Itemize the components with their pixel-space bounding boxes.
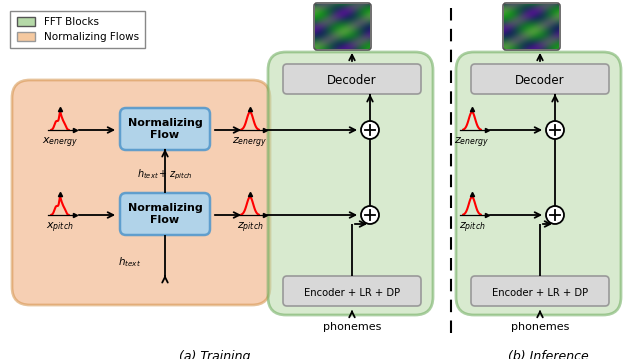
Text: (a) Training: (a) Training [179, 350, 251, 359]
FancyBboxPatch shape [120, 193, 210, 235]
Text: $z_{pitch}$: $z_{pitch}$ [237, 221, 263, 236]
Text: $x_{pitch}$: $x_{pitch}$ [46, 221, 74, 236]
Text: $h_{text}$: $h_{text}$ [118, 255, 141, 269]
Text: phonemes: phonemes [511, 322, 569, 332]
Text: $h_{text} + z_{pitch}$: $h_{text} + z_{pitch}$ [137, 167, 193, 182]
Text: Decoder: Decoder [515, 75, 565, 88]
Text: phonemes: phonemes [323, 322, 381, 332]
FancyBboxPatch shape [283, 64, 421, 94]
Text: $z_{pitch}$: $z_{pitch}$ [459, 221, 485, 236]
FancyBboxPatch shape [456, 52, 621, 315]
FancyBboxPatch shape [471, 64, 609, 94]
Text: Decoder: Decoder [327, 75, 377, 88]
FancyBboxPatch shape [471, 276, 609, 306]
Text: Encoder + LR + DP: Encoder + LR + DP [492, 288, 588, 298]
FancyBboxPatch shape [283, 276, 421, 306]
Text: $x_{energy}$: $x_{energy}$ [42, 136, 78, 150]
Circle shape [546, 206, 564, 224]
Text: $z_{energy}$: $z_{energy}$ [232, 136, 268, 150]
Text: Normalizing
Flow: Normalizing Flow [127, 203, 202, 225]
Legend: FFT Blocks, Normalizing Flows: FFT Blocks, Normalizing Flows [10, 11, 145, 48]
Circle shape [361, 121, 379, 139]
Text: Encoder + LR + DP: Encoder + LR + DP [304, 288, 400, 298]
FancyBboxPatch shape [120, 108, 210, 150]
Text: $z_{energy}$: $z_{energy}$ [454, 136, 490, 150]
Text: (b) Inference: (b) Inference [508, 350, 588, 359]
Circle shape [546, 121, 564, 139]
Text: Normalizing
Flow: Normalizing Flow [127, 118, 202, 140]
FancyBboxPatch shape [268, 52, 433, 315]
FancyBboxPatch shape [12, 80, 270, 305]
Circle shape [361, 206, 379, 224]
